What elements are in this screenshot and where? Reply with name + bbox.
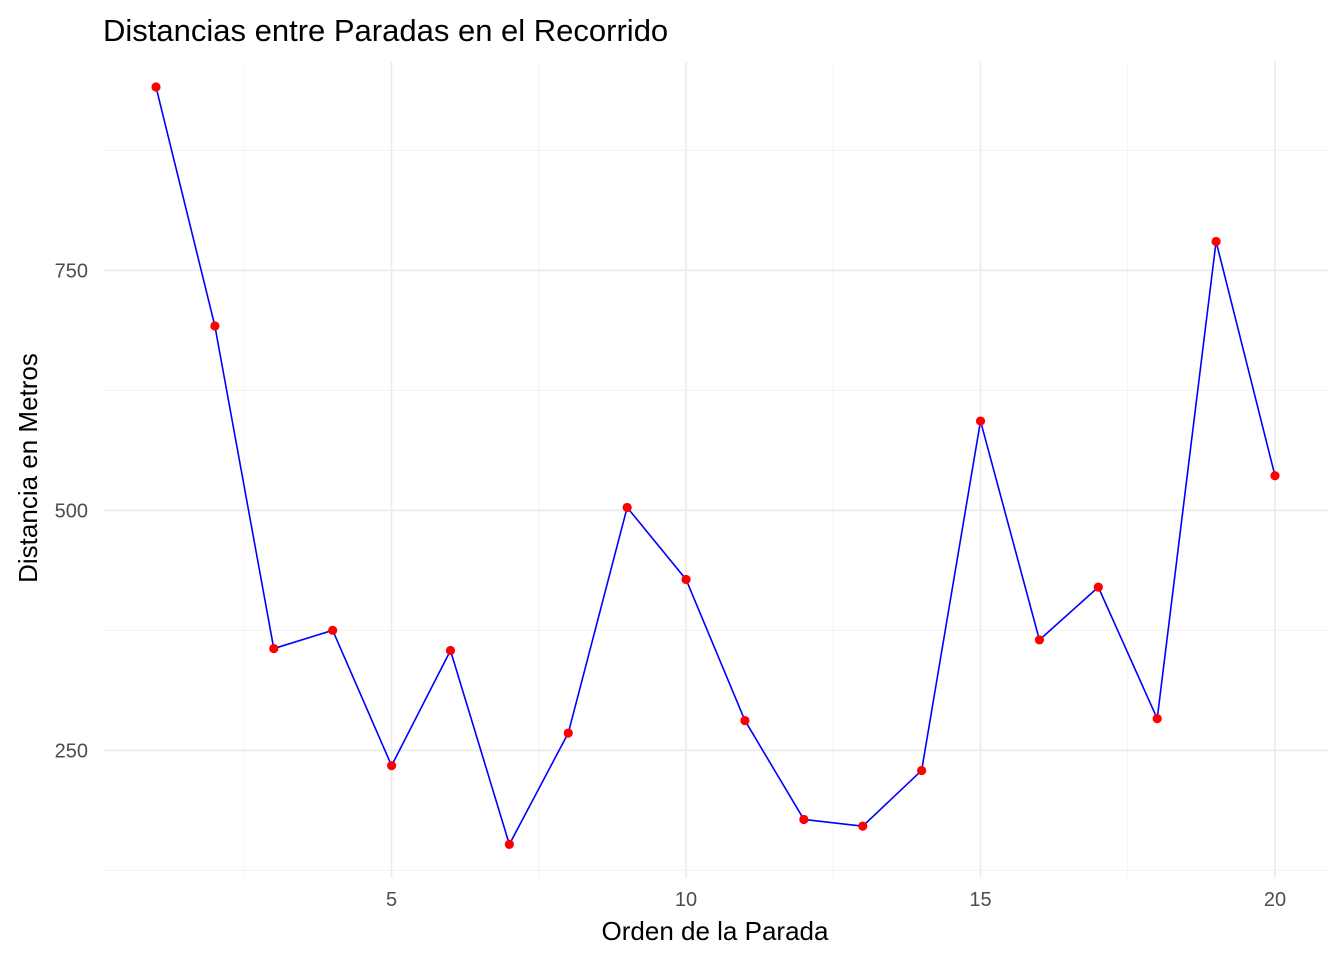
y-axis-ticks: 250 500 750 bbox=[55, 260, 88, 762]
data-point-13 bbox=[858, 821, 868, 831]
data-point-20 bbox=[1270, 471, 1280, 481]
data-point-8 bbox=[563, 728, 573, 738]
series-points bbox=[151, 82, 1280, 850]
x-tick-label-2: 15 bbox=[969, 889, 991, 911]
data-point-1 bbox=[151, 82, 161, 92]
data-point-10 bbox=[681, 574, 691, 585]
series-line bbox=[155, 86, 1276, 846]
data-point-4 bbox=[328, 625, 338, 635]
data-point-6 bbox=[445, 645, 456, 656]
data-point-17 bbox=[1093, 582, 1103, 592]
y-tick-label-0: 250 bbox=[55, 740, 88, 762]
chart-title: Distancias entre Paradas en el Recorrido bbox=[103, 13, 668, 48]
x-axis-ticks: 5 10 15 20 bbox=[386, 889, 1286, 911]
data-point-11 bbox=[740, 715, 750, 726]
data-point-7 bbox=[504, 839, 514, 850]
grid bbox=[103, 62, 1328, 878]
y-axis-title: Distancia en Metros bbox=[13, 353, 43, 583]
data-point-12 bbox=[799, 814, 809, 825]
y-tick-label-2: 750 bbox=[55, 260, 88, 282]
x-tick-label-0: 5 bbox=[386, 889, 397, 911]
data-point-2 bbox=[210, 321, 220, 331]
x-tick-label-3: 20 bbox=[1264, 889, 1286, 911]
data-point-9 bbox=[622, 502, 632, 513]
data-point-14 bbox=[917, 765, 927, 776]
data-point-3 bbox=[269, 643, 279, 654]
data-point-5 bbox=[386, 761, 397, 771]
data-point-15 bbox=[975, 416, 986, 426]
y-tick-label-1: 500 bbox=[55, 500, 88, 522]
x-tick-label-1: 10 bbox=[675, 889, 697, 911]
x-axis-title: Orden de la Parada bbox=[602, 916, 829, 946]
data-point-16 bbox=[1034, 635, 1045, 645]
series-line-path bbox=[155, 86, 1276, 846]
data-point-19 bbox=[1211, 236, 1221, 247]
data-point-18 bbox=[1152, 714, 1162, 724]
